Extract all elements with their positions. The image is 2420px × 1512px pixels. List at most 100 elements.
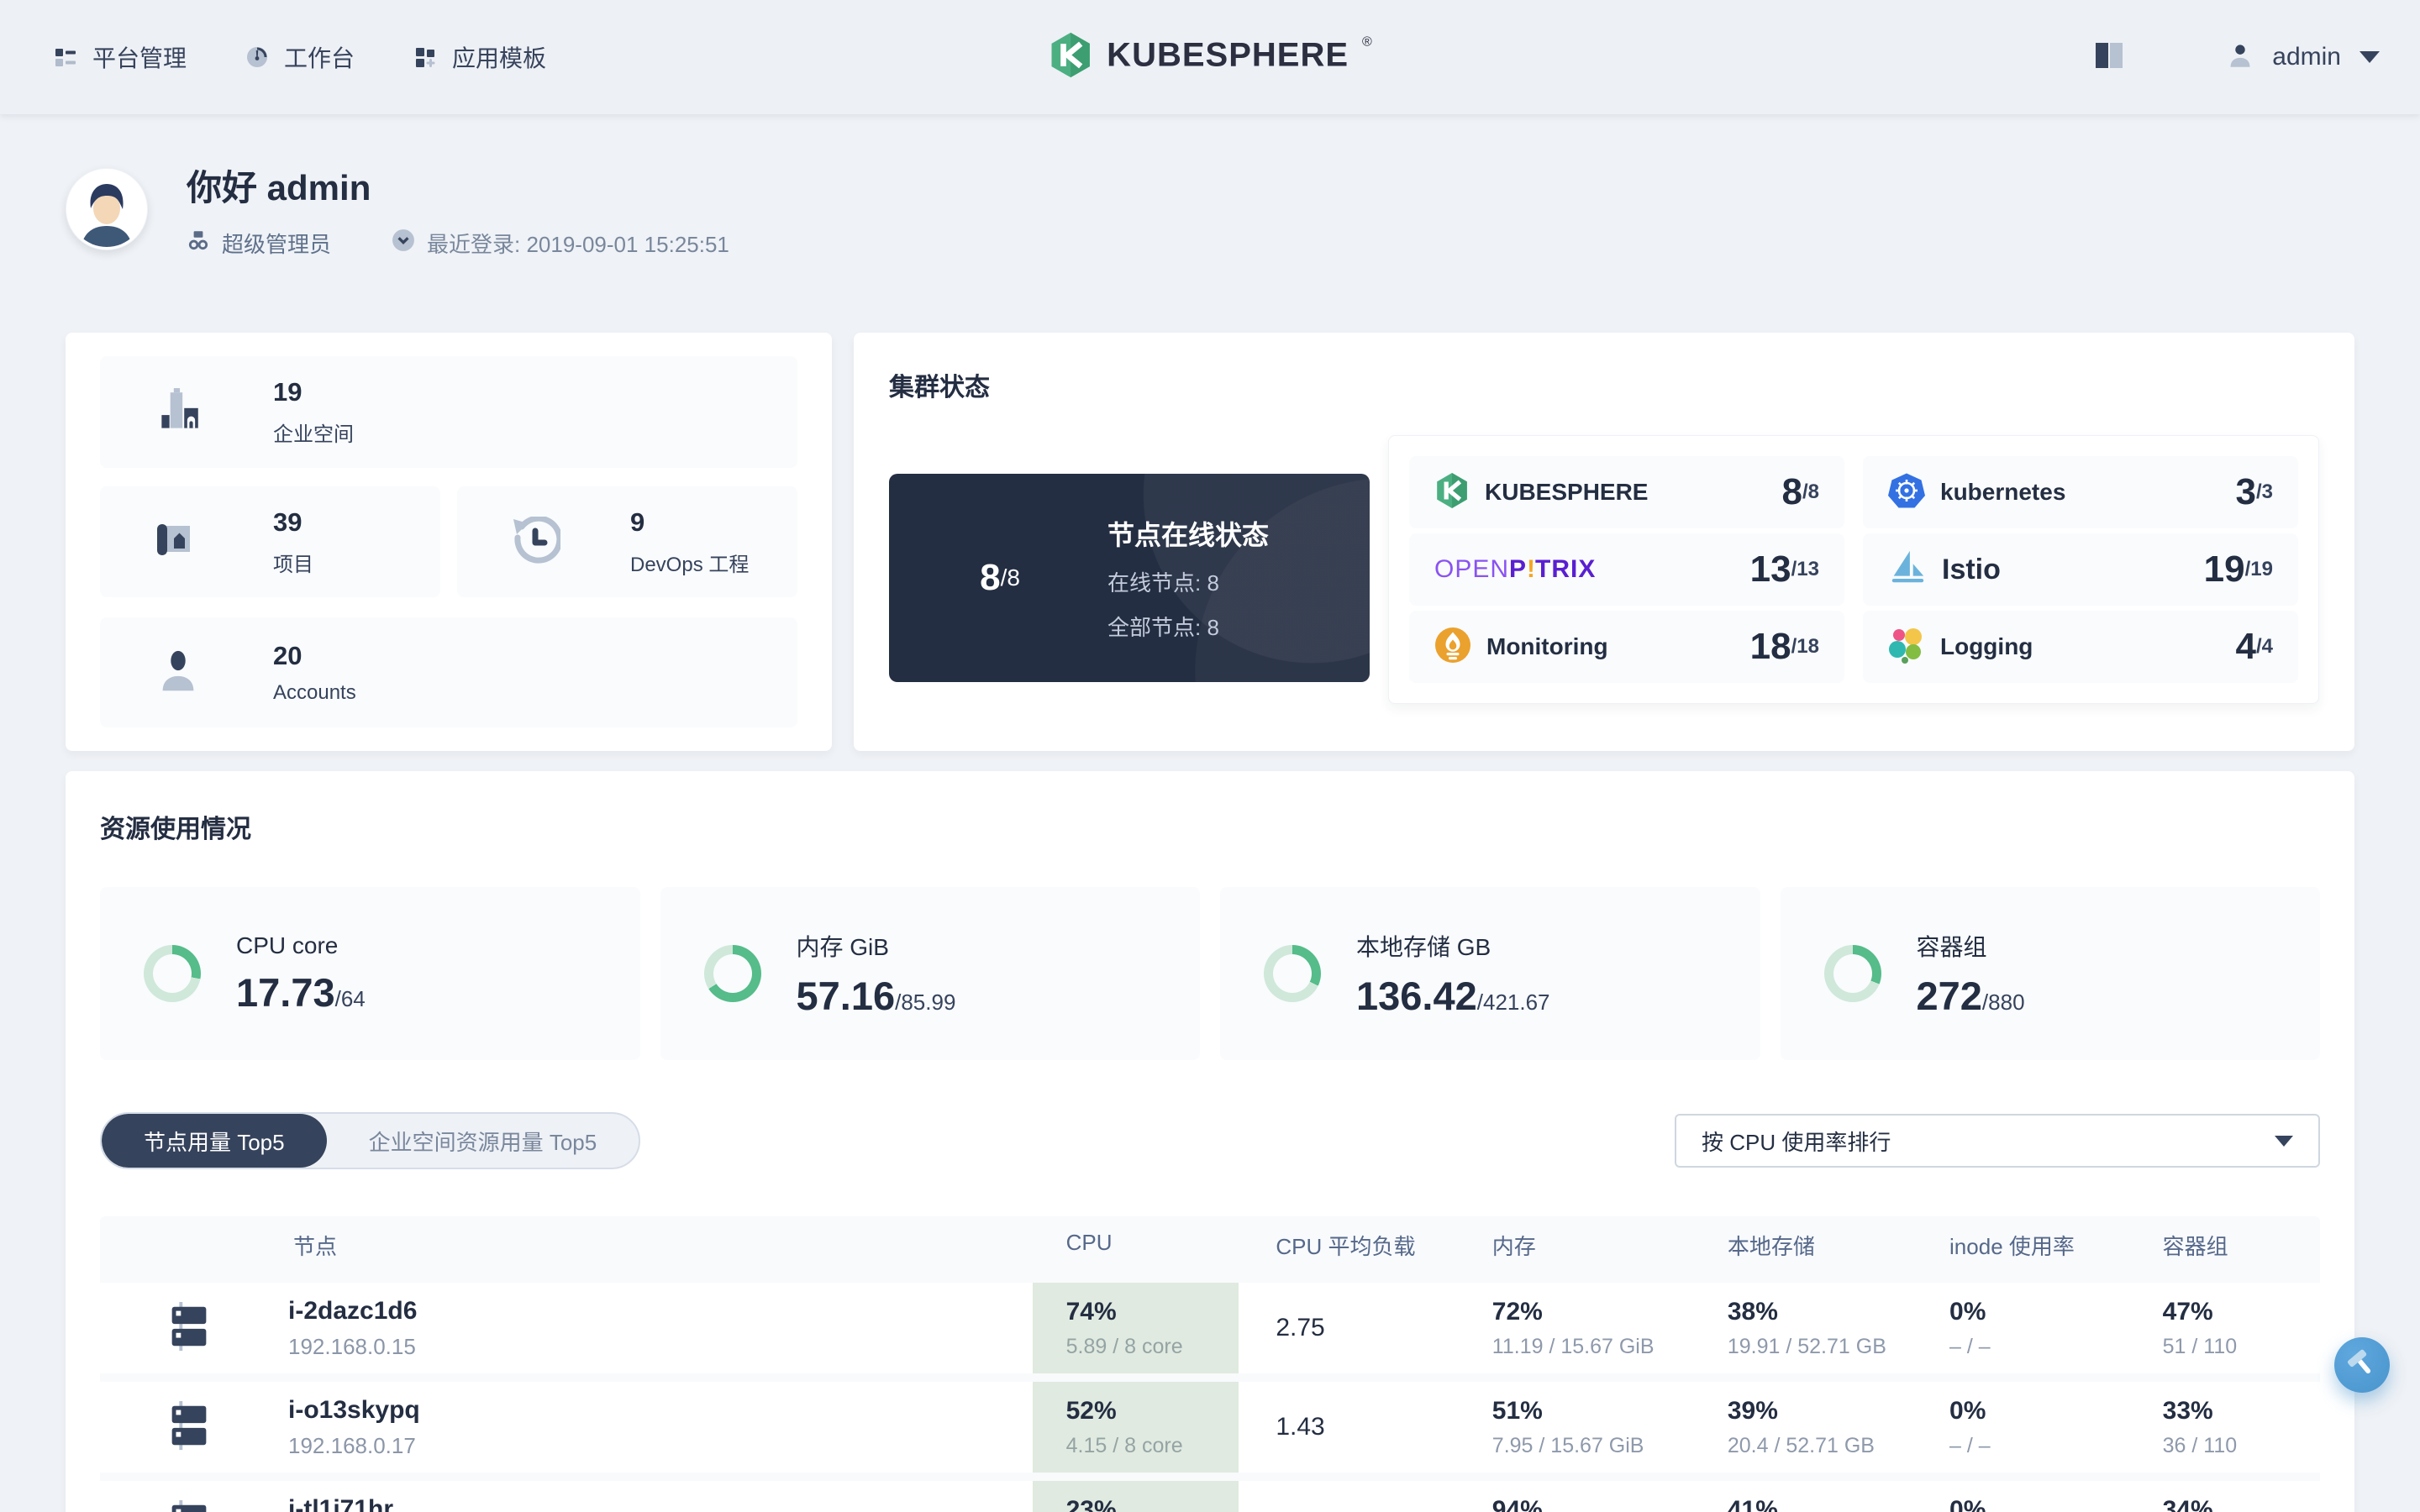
resource-value: 136.42 xyxy=(1356,973,1477,1018)
greeting-title: 你好 admin xyxy=(187,168,371,207)
cluster-status-panel: 集群状态 8/8 节点在线状态 在线节点: 8 全部节点: 8 xyxy=(854,333,2354,751)
kubesphere-logo[interactable]: KUBESPHERE ® xyxy=(1048,32,1372,83)
component-kubernetes[interactable]: kubernetes 3/3 xyxy=(1863,456,2298,528)
storage-cell: 38% 19.91 / 52.71 GB xyxy=(1727,1297,1886,1358)
main-content: 你好 admin 超级管理员 最近登录: 2019-09-01 15:25:51 xyxy=(0,160,2420,1512)
user-menu[interactable]: admin xyxy=(2227,42,2380,73)
component-istio[interactable]: Istio 19/19 xyxy=(1863,533,2298,606)
kubernetes-logo-icon xyxy=(1888,472,1925,513)
gauge-icon xyxy=(245,45,269,69)
component-value: 3 xyxy=(2235,471,2256,512)
component-total: /13 xyxy=(1791,558,1819,580)
topbar: 平台管理 工作台 应用模板 KUBESPHERE ® xyxy=(0,0,2420,114)
greeting-meta: 超级管理员 最近登录: 2019-09-01 15:25:51 xyxy=(187,228,729,259)
nav-label: 工作台 xyxy=(284,45,355,71)
component-openpitrix[interactable]: OPENP!TRIX 13/13 xyxy=(1409,533,1844,606)
resource-usage-panel: 资源使用情况 CPU core 17.73/64 内存 GiB 57.16/85… xyxy=(66,771,2354,1512)
brand-registered-mark: ® xyxy=(1362,34,1372,50)
component-total: /8 xyxy=(1802,480,1819,503)
components-card: KUBESPHERE 8/8 kubernetes 3/3 OPENP!TRIX xyxy=(1388,435,2319,704)
brand-text: KUBESPHERE xyxy=(1107,36,1349,74)
chevron-down-icon xyxy=(2275,1135,2293,1147)
nav-app-templates[interactable]: 应用模板 xyxy=(413,40,546,74)
component-total: /19 xyxy=(2244,558,2273,580)
stat-card-projects[interactable]: 39 项目 xyxy=(100,486,440,597)
component-monitoring[interactable]: Monitoring 18/18 xyxy=(1409,611,1844,683)
nav-platform-management[interactable]: 平台管理 xyxy=(54,40,187,74)
user-role: 超级管理员 xyxy=(187,228,331,259)
resource-value: 57.16 xyxy=(796,973,896,1018)
node-online-status-card[interactable]: 8/8 节点在线状态 在线节点: 8 全部节点: 8 xyxy=(889,474,1370,682)
project-icon xyxy=(149,517,208,567)
devops-history-icon xyxy=(506,517,565,567)
resource-total: /64 xyxy=(334,985,366,1011)
table-row[interactable]: i-2dazc1d6 192.168.0.15 74% 5.89 / 8 cor… xyxy=(100,1283,2320,1373)
nav-workbench[interactable]: 工作台 xyxy=(245,40,355,74)
component-name: KUBESPHERE xyxy=(1485,479,1649,505)
node-status-donut: 8/8 xyxy=(936,514,1064,642)
component-kubesphere[interactable]: KUBESPHERE 8/8 xyxy=(1409,456,1844,528)
inode-cell: 0% – / – xyxy=(1949,1297,1991,1358)
greeting-section: 你好 admin 超级管理员 最近登录: 2019-09-01 15:25:51 xyxy=(66,160,2354,259)
nav-label: 平台管理 xyxy=(92,45,187,71)
usage-toolbar: 节点用量 Top5 企业空间资源用量 Top5 按 CPU 使用率排行 xyxy=(100,1112,2320,1169)
tab-node-usage-top5[interactable]: 节点用量 Top5 xyxy=(102,1114,327,1168)
tab-workspace-usage-top5[interactable]: 企业空间资源用量 Top5 xyxy=(368,1129,597,1155)
stat-value: 20 xyxy=(273,640,302,670)
resource-value: 272 xyxy=(1916,973,1982,1018)
node-server-icon xyxy=(166,1300,213,1357)
memory-cell: 72% 11.19 / 15.67 GiB xyxy=(1491,1297,1655,1358)
stat-label: Accounts xyxy=(273,680,356,704)
node-name: i-o13skypq xyxy=(288,1395,420,1424)
pods-donut xyxy=(1823,945,1881,1002)
platform-list-icon xyxy=(54,45,77,69)
user-icon xyxy=(2227,42,2254,73)
overview-row: 19 企业空间 39 项目 xyxy=(66,333,2354,751)
stat-value: 19 xyxy=(273,377,302,407)
role-badge-icon xyxy=(187,228,210,258)
node-online-count: 8 xyxy=(980,557,1001,598)
toolbox-fab[interactable] xyxy=(2334,1337,2390,1393)
stat-card-accounts[interactable]: 20 Accounts xyxy=(100,617,797,727)
component-name: Istio xyxy=(1942,553,2001,585)
stats-panel: 19 企业空间 39 项目 xyxy=(66,333,832,751)
resource-cards: CPU core 17.73/64 内存 GiB 57.16/85.99 本地存… xyxy=(100,887,2320,1060)
docs-book-icon[interactable] xyxy=(2092,41,2126,74)
component-logging[interactable]: Logging 4/4 xyxy=(1863,611,2298,683)
nav-label: 应用模板 xyxy=(452,45,547,71)
resource-label: 内存 GiB xyxy=(796,933,889,960)
sort-by-value: 按 CPU 使用率排行 xyxy=(1702,1129,1891,1155)
stat-card-devops[interactable]: 9 DevOps 工程 xyxy=(457,486,797,597)
sort-by-dropdown[interactable]: 按 CPU 使用率排行 xyxy=(1675,1114,2320,1168)
storage-cell: 39% 20.4 / 52.71 GB xyxy=(1727,1396,1875,1457)
clock-check-icon xyxy=(392,228,415,258)
table-row[interactable]: i-tl1i71hr 192.168.0.9 23% 1.79 / 8 core… xyxy=(100,1481,2320,1512)
component-value: 18 xyxy=(1749,626,1791,667)
resource-card-pods: 容器组 272/880 xyxy=(1780,887,2320,1060)
resource-label: 本地存储 GB xyxy=(1356,933,1491,960)
pods-cell: 47% 51 / 110 xyxy=(2162,1297,2238,1358)
node-total-line: 全部节点: 8 xyxy=(1107,615,1219,640)
node-total-count: /8 xyxy=(1000,564,1020,591)
component-value: 13 xyxy=(1749,549,1791,590)
memory-cell: 94% 7.25 / 7.8 GiB xyxy=(1491,1495,1543,1512)
cpu-cell: 23% 1.79 / 8 core xyxy=(1032,1481,1239,1512)
user-name: admin xyxy=(2272,43,2341,71)
component-value: 8 xyxy=(1781,471,1802,512)
col-header-storage: 本地存储 xyxy=(1727,1234,1815,1259)
node-usage-table: 节点 CPU CPU 平均负载 内存 本地存储 inode 使用率 容器组 i-… xyxy=(100,1216,2320,1512)
resource-value: 17.73 xyxy=(236,969,335,1015)
stat-half-row: 39 项目 9 DevOps 工程 xyxy=(100,486,797,597)
cpu-donut xyxy=(144,945,201,1002)
hammer-icon xyxy=(2346,1348,2378,1383)
node-server-icon xyxy=(166,1499,213,1512)
cpu-cell: 52% 4.15 / 8 core xyxy=(1032,1382,1239,1473)
stat-card-workspaces[interactable]: 19 企业空间 xyxy=(100,356,797,468)
memory-donut xyxy=(703,945,761,1002)
kubesphere-mark-icon xyxy=(1048,32,1093,83)
node-online-line: 在线节点: 8 xyxy=(1107,570,1219,596)
accounts-icon xyxy=(149,648,208,697)
col-header-node: 节点 xyxy=(293,1234,338,1259)
table-row[interactable]: i-o13skypq 192.168.0.17 52% 4.15 / 8 cor… xyxy=(100,1382,2320,1473)
last-login-text: 最近登录: 2019-09-01 15:25:51 xyxy=(427,232,729,257)
